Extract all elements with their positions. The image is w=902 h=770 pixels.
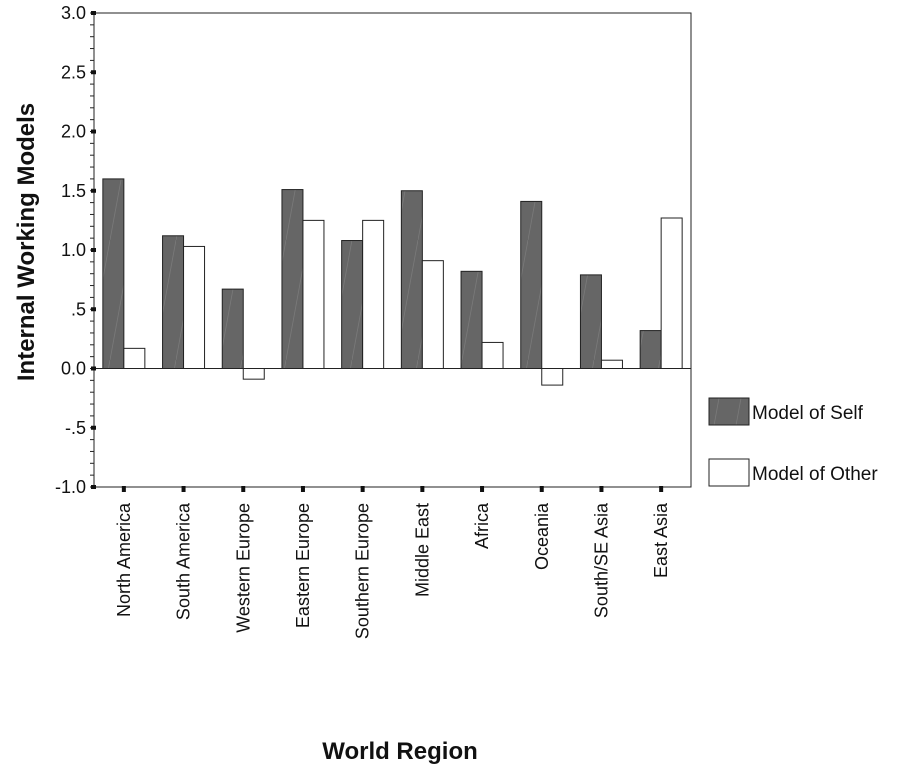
- bar-model-of-self: [520, 200, 543, 369]
- x-tick: [539, 486, 544, 492]
- y-tick-label: 2.0: [61, 122, 86, 142]
- x-tick: [480, 486, 485, 492]
- y-tick-label: 1.0: [61, 240, 86, 260]
- x-tick-label: North America: [114, 502, 134, 617]
- x-tick: [300, 486, 305, 492]
- y-major-tick: [91, 366, 96, 371]
- x-tick-label: Africa: [472, 502, 492, 549]
- bar-model-of-self: [460, 270, 483, 369]
- legend-swatch-model-of-other: [708, 458, 750, 487]
- bar-model-of-self: [221, 288, 244, 370]
- bar-model-of-self: [281, 189, 304, 369]
- bar-model-of-other: [660, 217, 683, 369]
- legend-label-model-of-self: Model of Self: [752, 403, 864, 424]
- y-major-tick: [91, 11, 96, 15]
- y-axis: -1.0 -.5 0.0 .5 1.0 1.5 2.0 2.5 3.0: [55, 3, 96, 497]
- bar-model-of-other: [183, 245, 206, 370]
- x-tick-label: Oceania: [532, 502, 552, 570]
- bar-model-of-other: [123, 347, 146, 370]
- y-major-tick: [91, 307, 96, 312]
- bar-model-of-self: [162, 235, 185, 369]
- y-tick-label: .5: [71, 299, 86, 319]
- bar-model-of-self: [579, 274, 602, 370]
- x-tick-label: Southern Europe: [353, 503, 373, 639]
- bars: [102, 178, 683, 386]
- x-tick-label: Middle East: [412, 503, 432, 597]
- bar-model-of-other: [302, 219, 325, 369]
- x-tick-label: Western Europe: [233, 503, 253, 633]
- y-tick-label: -1.0: [55, 477, 86, 497]
- x-axis: North America South America Western Europe…: [114, 486, 671, 639]
- y-major-tick: [91, 248, 96, 252]
- bar-model-of-self: [400, 190, 423, 369]
- x-tick-label: South/SE Asia: [591, 502, 611, 618]
- legend-swatch-model-of-self: [708, 397, 750, 426]
- y-major-tick: [91, 485, 96, 489]
- y-major-tick: [91, 188, 96, 193]
- x-tick-label: Eastern Europe: [293, 503, 313, 628]
- x-tick: [181, 486, 186, 492]
- y-axis-title: Internal Working Models: [13, 103, 40, 381]
- bar-model-of-self: [341, 240, 364, 370]
- bar-model-of-other: [481, 341, 504, 369]
- x-tick: [599, 486, 604, 492]
- x-tick: [241, 486, 246, 492]
- y-tick-label: 0.0: [61, 359, 86, 379]
- bar-model-of-other: [362, 219, 385, 369]
- x-axis-title: World Region: [322, 738, 478, 765]
- bar-model-of-self: [102, 178, 125, 369]
- y-tick-label: 1.5: [61, 181, 86, 201]
- x-tick: [360, 486, 365, 492]
- legend: Model of Self Model of Other: [708, 397, 878, 487]
- y-tick-label: 2.5: [61, 62, 86, 82]
- y-major-tick: [91, 129, 96, 134]
- bar-model-of-other: [600, 359, 623, 369]
- x-tick: [121, 486, 126, 492]
- y-tick-label: 3.0: [61, 3, 86, 23]
- y-major-tick: [91, 70, 96, 75]
- bar-model-of-other: [421, 260, 444, 370]
- y-tick-label: -.5: [65, 418, 86, 438]
- legend-label-model-of-other: Model of Other: [752, 464, 878, 485]
- bar-model-of-other: [242, 368, 265, 380]
- x-tick: [659, 486, 664, 492]
- bar-model-of-self: [639, 330, 662, 369]
- y-major-tick: [91, 425, 96, 430]
- x-tick-label: East Asia: [651, 502, 671, 578]
- x-tick-label: South America: [174, 502, 194, 620]
- bar-model-of-other: [541, 368, 564, 386]
- x-tick: [420, 486, 425, 492]
